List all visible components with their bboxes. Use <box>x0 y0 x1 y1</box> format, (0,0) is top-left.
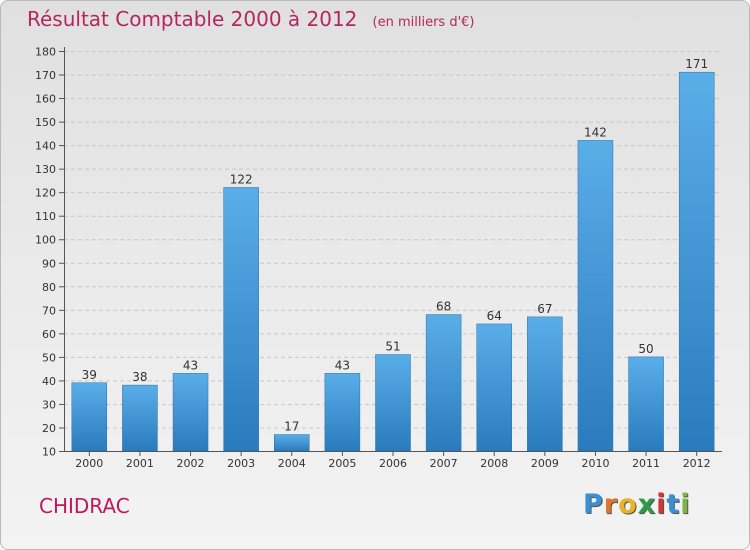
unit-label: (en milliers d'€) <box>372 15 475 30</box>
x-tick-label-2003: 2003 <box>227 457 255 470</box>
y-tick-label: 140 <box>35 140 56 153</box>
axes <box>59 47 722 456</box>
value-label-2004: 17 <box>284 420 299 434</box>
bar-2004 <box>274 434 310 452</box>
bar-2005 <box>324 373 361 452</box>
x-tick-label-2011: 2011 <box>632 457 660 470</box>
bars <box>71 71 715 452</box>
bar-2000 <box>71 382 108 452</box>
bar-2009 <box>527 316 563 452</box>
x-tick-label-2000: 2000 <box>75 457 103 470</box>
bar-2002 <box>172 373 209 452</box>
y-tick-label: 160 <box>35 93 56 106</box>
value-label-2010: 142 <box>584 125 607 139</box>
y-tick-label: 20 <box>42 422 56 435</box>
y-tick-label: 40 <box>42 375 56 388</box>
y-tick-label: 70 <box>42 304 56 317</box>
value-label-2009: 67 <box>537 302 552 316</box>
value-label-2003: 122 <box>230 172 253 186</box>
bar-2006 <box>375 354 411 452</box>
y-tick-label: 100 <box>35 234 56 247</box>
bar-2008 <box>476 323 512 452</box>
value-label-2005: 43 <box>335 358 350 372</box>
value-label-2001: 38 <box>132 370 147 384</box>
proxiti-logo: Proxiti <box>583 489 691 520</box>
logo-letter: o <box>618 489 638 520</box>
logo-letter: P <box>583 489 604 520</box>
x-tick-label-2010: 2010 <box>581 457 609 470</box>
value-labels: 39 38 43 122 17 43 51 68 64 67 142 50 171 <box>82 57 708 433</box>
x-tick-label-2008: 2008 <box>480 457 508 470</box>
bar-2010 <box>577 140 614 452</box>
x-tick-label-2006: 2006 <box>379 457 407 470</box>
title-row: Résultat Comptable 2000 à 2012 (en milli… <box>27 7 474 31</box>
x-tick-label-2002: 2002 <box>177 457 205 470</box>
y-tick-label: 90 <box>42 257 56 270</box>
bar-2011 <box>628 356 664 452</box>
logo-letter: i <box>680 489 691 520</box>
bar-2007 <box>425 314 462 452</box>
x-tick-label-2004: 2004 <box>278 457 306 470</box>
y-tick-label: 170 <box>35 69 56 82</box>
commune-name: CHIDRAC <box>39 494 130 518</box>
chart-title: Résultat Comptable 2000 à 2012 <box>27 7 358 31</box>
value-label-2000: 39 <box>82 368 97 382</box>
y-tick-label: 130 <box>35 163 56 176</box>
bar-2001 <box>122 384 158 452</box>
y-tick-label: 30 <box>42 398 56 411</box>
y-tick-label: 80 <box>42 281 56 294</box>
y-tick-label: 110 <box>35 210 56 223</box>
value-label-2011: 50 <box>638 342 653 356</box>
value-label-2006: 51 <box>385 340 400 354</box>
y-tick-label: 10 <box>42 446 56 459</box>
y-tick-labels: 10 20 30 40 50 60 70 80 90 100 110 120 130 140 150 160 1… <box>35 46 56 459</box>
logo-letter: x <box>637 489 657 520</box>
x-tick-label-2007: 2007 <box>430 457 458 470</box>
x-tick-labels: 2000 2001 2002 2003 2004 2005 2006 2007 2008 2009… <box>75 457 710 470</box>
y-tick-label: 60 <box>42 328 56 341</box>
y-tick-label: 180 <box>35 46 56 59</box>
bar-2012 <box>678 71 715 452</box>
logo-letter: t <box>666 489 681 520</box>
y-tick-label: 50 <box>42 351 56 364</box>
y-tick-label: 150 <box>35 116 56 129</box>
logo-letter: i <box>656 489 667 520</box>
logo-letter: r <box>603 489 619 520</box>
value-label-2002: 43 <box>183 358 198 372</box>
x-tick-label-2001: 2001 <box>126 457 154 470</box>
x-tick-label-2009: 2009 <box>531 457 559 470</box>
y-tick-label: 120 <box>35 187 56 200</box>
bar-2003 <box>223 187 259 452</box>
x-tick-label-2012: 2012 <box>683 457 711 470</box>
value-label-2012: 171 <box>685 57 708 71</box>
value-label-2007: 68 <box>436 300 451 314</box>
x-tick-label-2005: 2005 <box>328 457 356 470</box>
value-label-2008: 64 <box>487 309 502 323</box>
